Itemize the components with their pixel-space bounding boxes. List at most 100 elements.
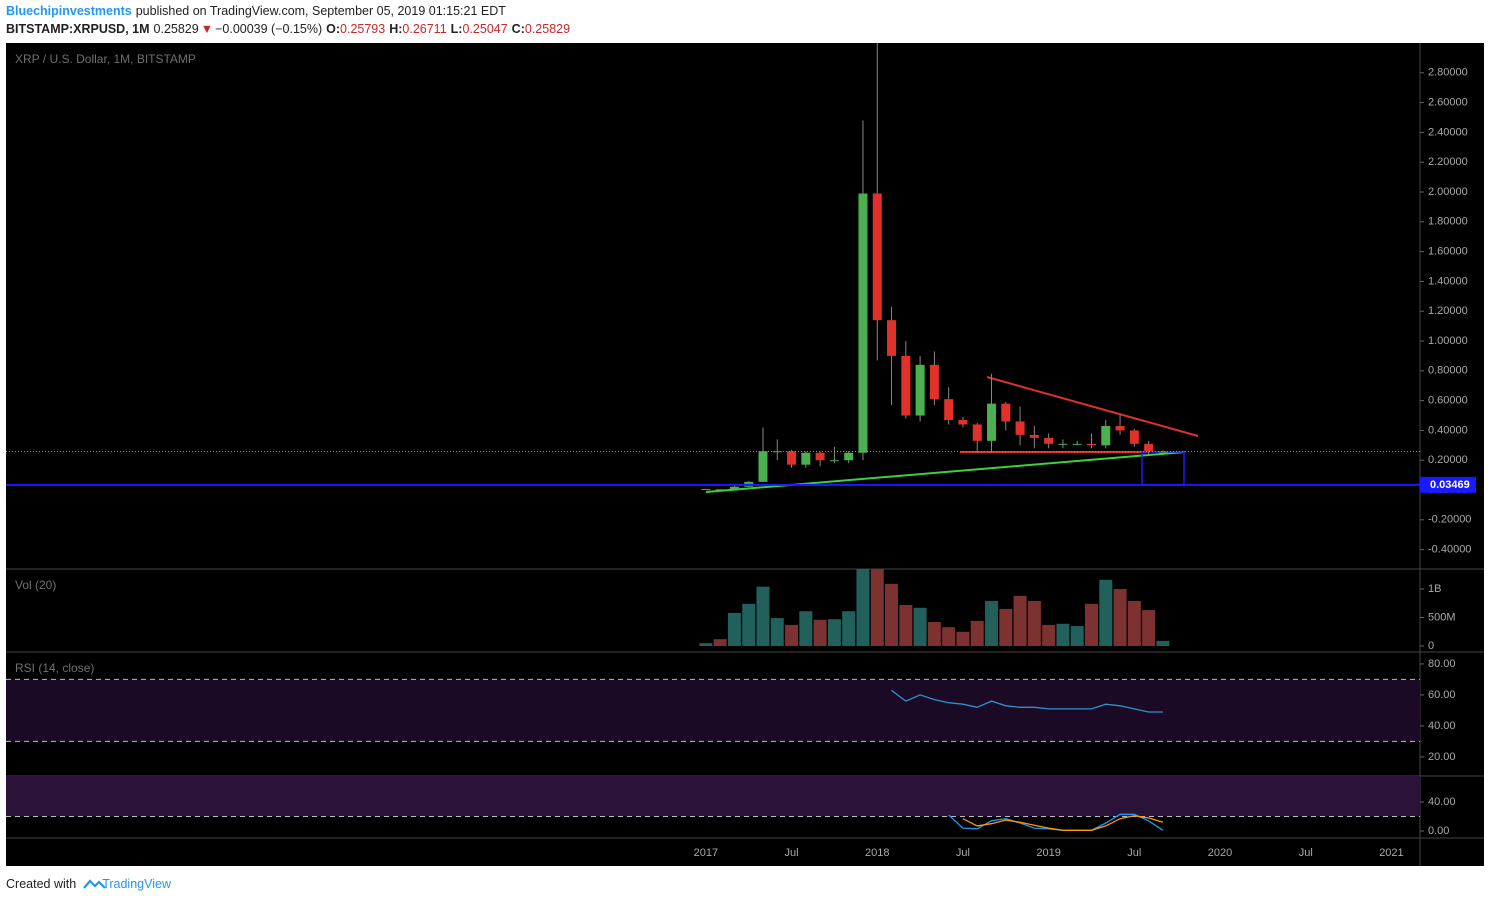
volume-bar bbox=[899, 604, 913, 647]
candle-body bbox=[887, 320, 897, 356]
volume-bar bbox=[956, 631, 970, 647]
y-tick-label: -0.40000 bbox=[1428, 544, 1471, 556]
candle-body bbox=[1144, 443, 1154, 452]
volume-bar bbox=[842, 611, 856, 647]
volume-bar bbox=[827, 619, 841, 647]
y-tick-label: 1.80000 bbox=[1428, 216, 1468, 228]
volume-bar bbox=[1127, 600, 1141, 647]
candle-body bbox=[1129, 430, 1139, 444]
candle-body bbox=[1101, 425, 1111, 446]
header-line: Bluechipinvestments published on TradingV… bbox=[6, 4, 506, 18]
candle-body bbox=[701, 489, 711, 491]
y-tick-label: 60.00 bbox=[1428, 689, 1456, 701]
y-tick-label: 0.40000 bbox=[1428, 424, 1468, 436]
candle-body bbox=[858, 193, 868, 453]
pane-title: Vol (20) bbox=[15, 578, 56, 592]
y-tick-label: 1.40000 bbox=[1428, 275, 1468, 287]
volume-bar bbox=[785, 624, 799, 647]
symbol-line: BITSTAMP:XRPUSD, 1M 0.25829 ▼ −0.00039 (−0.… bbox=[6, 22, 570, 36]
candle-body bbox=[872, 193, 882, 321]
candle-body bbox=[1072, 443, 1082, 445]
volume-bar bbox=[713, 639, 727, 647]
candle-body bbox=[958, 419, 968, 425]
y-tick-label: 40.00 bbox=[1428, 796, 1456, 808]
volume-bar bbox=[1142, 610, 1156, 647]
price-line-tag bbox=[1420, 476, 1476, 493]
pane-title: XRP / U.S. Dollar, 1M, BITSTAMP bbox=[15, 52, 196, 66]
candle-body bbox=[1015, 421, 1025, 435]
x-tick-label: Jul bbox=[956, 847, 970, 859]
volume-bar bbox=[1013, 595, 1027, 647]
close: 0.25829 bbox=[525, 22, 570, 36]
y-tick-label: 0 bbox=[1428, 640, 1434, 652]
volume-bar bbox=[870, 569, 884, 647]
price-line-label: 0.03469 bbox=[1430, 479, 1470, 491]
volume-bar bbox=[799, 611, 813, 647]
volume-bar bbox=[999, 608, 1013, 647]
resistance-trendline bbox=[986, 376, 1199, 437]
y-tick-label: 2.40000 bbox=[1428, 126, 1468, 138]
candle-body bbox=[815, 452, 825, 461]
y-tick-label: 80.00 bbox=[1428, 658, 1456, 670]
y-tick-label: -0.20000 bbox=[1428, 514, 1471, 526]
volume-bar bbox=[813, 619, 827, 647]
candle-body bbox=[1058, 443, 1068, 445]
volume-bar bbox=[1070, 626, 1084, 647]
y-tick-label: 2.80000 bbox=[1428, 67, 1468, 79]
volume-bar bbox=[727, 612, 741, 647]
candle-body bbox=[901, 355, 911, 416]
indicator-line bbox=[891, 689, 1163, 713]
candle-body bbox=[758, 451, 768, 482]
volume-bar bbox=[1113, 588, 1127, 647]
volume-bar bbox=[1042, 624, 1056, 647]
x-tick-label: 2017 bbox=[694, 847, 718, 859]
volume-bar bbox=[1156, 640, 1170, 647]
candle-body bbox=[929, 364, 939, 400]
y-tick-label: 20.00 bbox=[1428, 751, 1456, 763]
volume-bar bbox=[856, 569, 870, 647]
volume-bar bbox=[885, 583, 899, 647]
x-tick-label: 2019 bbox=[1036, 847, 1060, 859]
author[interactable]: Bluechipinvestments bbox=[6, 4, 132, 18]
candle-body bbox=[972, 424, 982, 441]
volume-bar bbox=[970, 620, 984, 647]
brand[interactable]: TradingView bbox=[102, 877, 172, 891]
volume-bar bbox=[742, 603, 756, 647]
candle-body bbox=[1029, 434, 1039, 438]
volume-bar bbox=[1027, 600, 1041, 647]
y-tick-label: 2.20000 bbox=[1428, 156, 1468, 168]
volume-bar bbox=[756, 586, 770, 647]
candle-body bbox=[801, 452, 811, 465]
y-tick-label: 0.00 bbox=[1428, 825, 1449, 837]
volume-bar bbox=[985, 600, 999, 647]
y-tick-label: 1.20000 bbox=[1428, 305, 1468, 317]
y-tick-label: 2.60000 bbox=[1428, 97, 1468, 109]
y-tick-label: 0.60000 bbox=[1428, 395, 1468, 407]
volume-bar bbox=[913, 607, 927, 647]
x-tick-label: 2021 bbox=[1379, 847, 1403, 859]
candle-body bbox=[1158, 451, 1168, 453]
direction: ▼ bbox=[201, 22, 213, 36]
low: 0.25047 bbox=[462, 22, 507, 36]
candle-body bbox=[1001, 403, 1011, 422]
volume-bar bbox=[1056, 623, 1070, 647]
candle-body bbox=[1086, 443, 1096, 446]
brand-logo bbox=[83, 879, 106, 889]
y-tick-label: 0.80000 bbox=[1428, 365, 1468, 377]
y-tick-label: 500M bbox=[1428, 611, 1456, 623]
symbol: BITSTAMP:XRPUSD, 1M bbox=[6, 22, 150, 36]
y-tick-label: 1.00000 bbox=[1428, 335, 1468, 347]
x-tick-label: Jul bbox=[1127, 847, 1141, 859]
candle-body bbox=[944, 399, 954, 420]
candle-body bbox=[844, 452, 854, 461]
x-tick-label: 2018 bbox=[865, 847, 889, 859]
band-fill bbox=[6, 679, 1420, 742]
l-label: L: bbox=[451, 22, 463, 36]
x-tick-label: Jul bbox=[1299, 847, 1313, 859]
volume-bar bbox=[699, 643, 713, 647]
c-label: C: bbox=[512, 22, 525, 36]
y-tick-label: 2.00000 bbox=[1428, 186, 1468, 198]
o-label: O: bbox=[326, 22, 340, 36]
candle-body bbox=[987, 403, 997, 441]
